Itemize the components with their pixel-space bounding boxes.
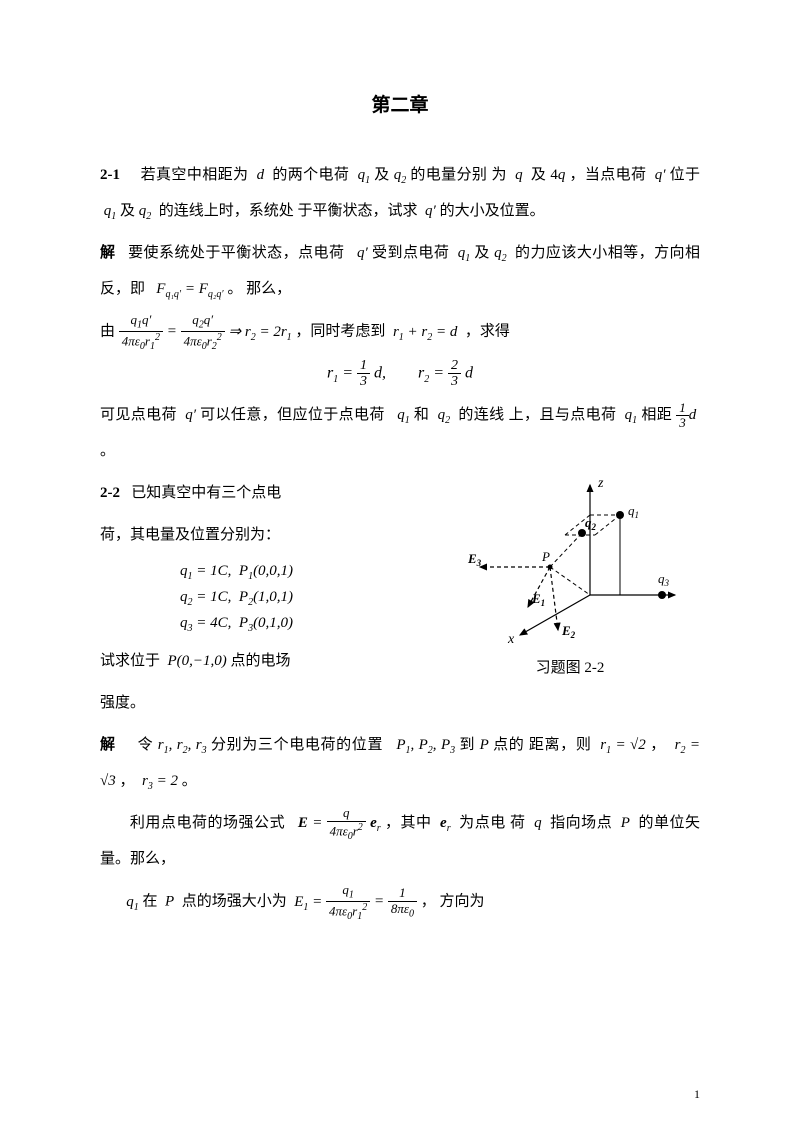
page-number: 1 — [694, 1087, 700, 1102]
prob-num-2: 2-2 — [100, 485, 120, 501]
svg-text:E3: E3 — [467, 551, 482, 568]
svg-text:P: P — [541, 549, 550, 564]
chapter-title: 第二章 — [100, 90, 700, 117]
svg-text:E1: E1 — [531, 591, 545, 608]
problem-2-2: 2-2 已知真空中有三个点电 — [100, 475, 400, 511]
svg-text:x: x — [507, 632, 515, 645]
figure-caption: 习题图 2-2 — [450, 656, 690, 677]
prob-num: 2-1 — [100, 167, 120, 183]
solution-2-2-p3: q1 在 P 点的场强大小为 E1 = q14πε0r12 = 18πε0 ， … — [100, 883, 700, 922]
problem-2-1: 2-1 若真空中相距为 d 的两个电荷 q1 及 q2 的电量分别 为 q 及 … — [100, 157, 700, 229]
svg-text:z: z — [597, 476, 604, 491]
solution-2-1-eq1: 由 q1q′4πε0r12 = q2q′4πε0r22 ⇒ r2 = 2r1 ，… — [100, 313, 700, 352]
sol-label: 解 — [100, 245, 115, 261]
problem-2-2-block: z x q1 q2 q3 — [100, 475, 700, 721]
figure-2-2: z x q1 q2 q3 — [450, 475, 690, 675]
solution-2-2-p2: 利用点电荷的场强公式 E = q4πε0r2 er ，其中 er 为点电 荷 q… — [100, 805, 700, 877]
svg-text:q1: q1 — [628, 503, 639, 520]
solution-2-1-p1: 解 要使系统处于平衡状态，点电荷 q′ 受到点电荷 q1 及 q2 的力应该大小… — [100, 235, 700, 307]
charge-data: q1 = 1C, P1(0,0,1) q2 = 1C, P2(1,0,1) q3… — [180, 559, 400, 637]
eq-r1-r2: r1 = 13 d, r2 = 23 d — [100, 358, 700, 390]
svg-text:q3: q3 — [658, 571, 670, 588]
svg-text:q2: q2 — [585, 515, 597, 532]
solution-2-2-p1: 解 令 r1, r2, r3 分别为三个电电荷的位置 P1, P2, P3 到 … — [100, 727, 700, 799]
svg-text:E2: E2 — [561, 623, 576, 640]
solution-2-1-p2: 可见点电荷 q′ 可以任意，但应位于点电荷 q1 和 q2 的连线 上，且与点电… — [100, 397, 700, 469]
page: 第二章 2-1 若真空中相距为 d 的两个电荷 q1 及 q2 的电量分别 为 … — [0, 0, 800, 1132]
